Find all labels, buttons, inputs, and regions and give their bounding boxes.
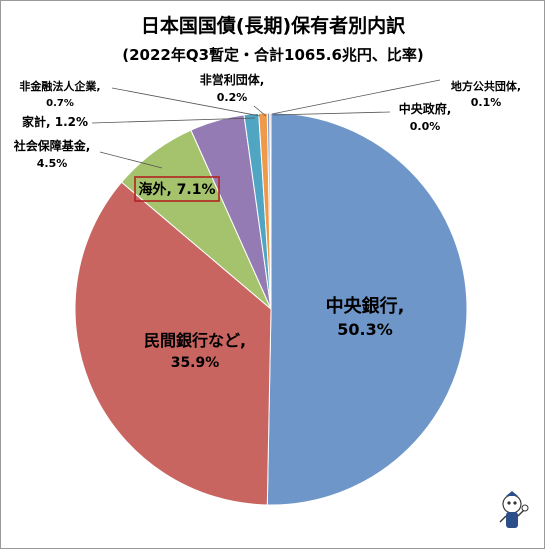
slice-value-6: 0.2%	[217, 91, 248, 104]
pie-slice-7	[269, 112, 272, 310]
slice-label-7: 地方公共団体,	[451, 79, 521, 93]
leader-line-5	[111, 87, 261, 117]
pie-slices	[74, 112, 468, 506]
slice-label-1: 民間銀行など,	[144, 331, 246, 350]
slice-value-3: 4.5%	[37, 157, 68, 170]
leader-line-8	[272, 111, 391, 116]
slice-value-5: 0.7%	[46, 98, 74, 109]
slice-label-3: 社会保障基金,	[13, 138, 91, 153]
highlight-box	[134, 176, 220, 202]
chart-title: 日本国国債(長期)保有者別内訳	[141, 14, 406, 37]
slice-label-8: 中央政府,	[399, 101, 452, 116]
slice-value-7: 0.1%	[471, 96, 502, 109]
slice-label-2: 海外, 7.1%	[138, 181, 215, 198]
leader-line-6	[253, 105, 267, 117]
mascot-icon	[499, 491, 529, 528]
slice-value-1: 35.9%	[171, 355, 220, 371]
chart-subtitle: (2022年Q3暫定・合計1065.6兆円、比率)	[122, 46, 424, 64]
slice-value-8: 0.0%	[410, 120, 441, 133]
slice-label-4: 家計, 1.2%	[22, 114, 88, 129]
leader-lines	[91, 79, 441, 169]
leader-line-4	[91, 117, 256, 124]
pie-slice-0	[266, 112, 468, 506]
slice-value-0: 50.3%	[337, 320, 393, 339]
slice-labels: 中央銀行, 50.3% 民間銀行など, 35.9% 海外, 7.1% 社会保障基金, 4.5…	[13, 72, 521, 371]
slice-label-6: 非営利団体,	[200, 72, 265, 87]
pie-slice-1	[74, 181, 272, 506]
leader-line-3	[99, 151, 163, 169]
leader-line-7	[271, 79, 441, 115]
slice-label-0: 中央銀行,	[326, 295, 405, 317]
slice-label-5: 非金融法人企業,	[19, 79, 100, 93]
